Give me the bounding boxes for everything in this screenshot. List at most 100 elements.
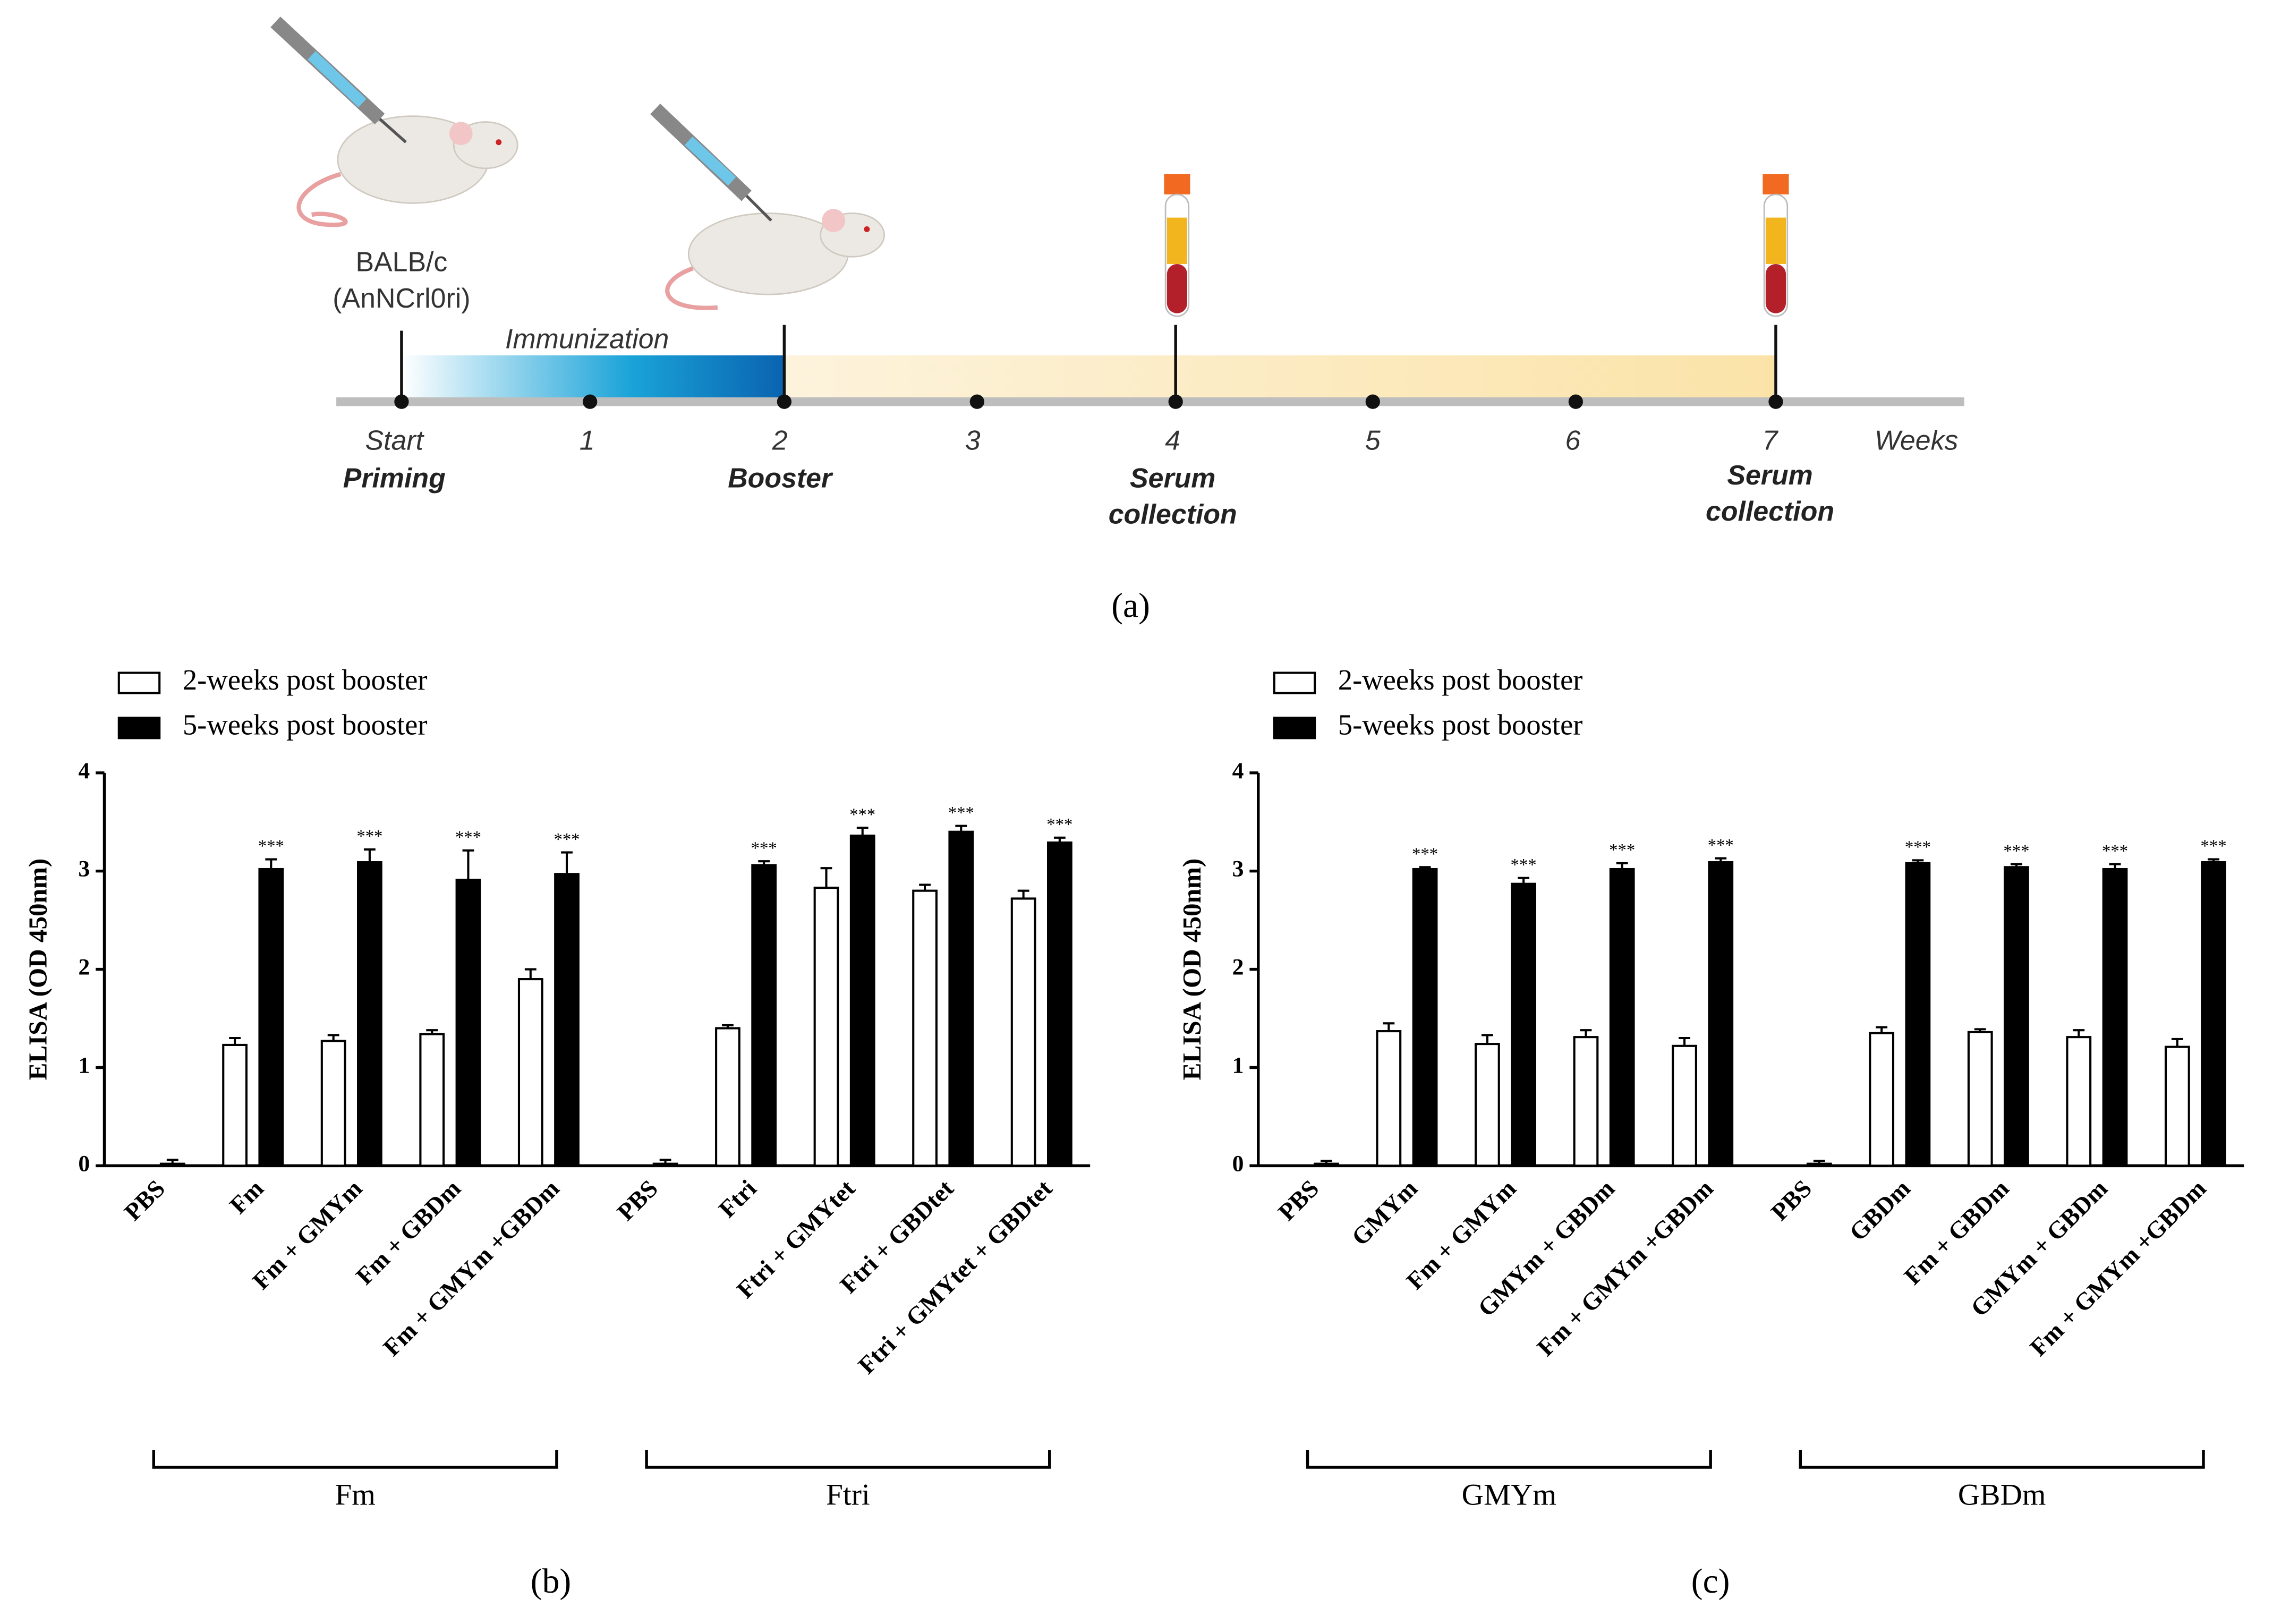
bar [1010, 897, 1036, 1167]
legend-swatch [1273, 717, 1316, 739]
event-label: Serum [1130, 462, 1215, 493]
bar [1806, 1162, 1832, 1167]
panel-label: (c) [1691, 1562, 1730, 1601]
event-label: Priming [343, 462, 446, 493]
x-tick-label: Fm [225, 1175, 269, 1219]
chart: 0 1 2 3 4 ELISA (OD 450nm) 2-weeks post booste… [23, 664, 1091, 1601]
y-axis-label: ELISA (OD 450nm) [23, 858, 53, 1081]
significance-label: *** [1609, 841, 1635, 860]
bar [2165, 1045, 2190, 1167]
legend-swatch [1273, 671, 1316, 694]
week-label: 1 [580, 424, 595, 455]
x-tick-label: PBS [612, 1175, 663, 1226]
panel-label: (b) [531, 1562, 571, 1601]
y-tick-label: 3 [78, 856, 90, 882]
bar [1869, 1032, 1895, 1167]
week-label: 2 [772, 424, 788, 455]
bar [849, 835, 875, 1167]
mouse-icon [296, 115, 518, 227]
group-label: Fm [335, 1478, 375, 1511]
x-tick-label: Ftri [714, 1175, 762, 1223]
significance-label: *** [751, 839, 777, 858]
bar [652, 1162, 678, 1167]
bar [1573, 1036, 1599, 1167]
bar [1967, 1031, 1993, 1167]
event-lines [400, 325, 1777, 402]
bar [1412, 868, 1438, 1167]
y-tick-label: 0 [1232, 1151, 1244, 1176]
blood-tube-icon [1763, 174, 1789, 317]
bar [1905, 862, 1931, 1167]
y-tick-label: 2 [1232, 955, 1244, 980]
bar [1672, 1044, 1697, 1167]
significance-label: *** [1905, 838, 1931, 857]
bar [2066, 1036, 2092, 1167]
week-label: Start [365, 424, 425, 455]
group-label: GMYm [1462, 1478, 1556, 1511]
y-tick-label: 3 [1232, 856, 1244, 882]
immunization-band [401, 355, 785, 402]
bar [159, 1162, 185, 1167]
event-label: collection [1706, 496, 1834, 526]
x-tick-label: Fm + GMYm +GBDm [2025, 1175, 2211, 1362]
significance-label: *** [2201, 837, 2227, 856]
significance-label: *** [258, 837, 284, 856]
bar [948, 830, 974, 1167]
significance-label: *** [455, 828, 481, 847]
group-bracket [1799, 1450, 2205, 1469]
bar [751, 864, 777, 1167]
bar [419, 1033, 445, 1167]
bar [357, 861, 382, 1167]
strain-label: BALB/c [355, 246, 447, 277]
bar [517, 978, 543, 1167]
bar [1314, 1162, 1339, 1167]
significance-label: *** [1412, 845, 1438, 864]
group-label: GBDm [1958, 1478, 2046, 1511]
blood-tube-icon [1164, 174, 1190, 317]
x-tick-label: PBS [120, 1175, 171, 1226]
bar [554, 873, 580, 1167]
bar [813, 887, 839, 1167]
x-tick-label: Fm + GMYm +GBDm [378, 1175, 565, 1362]
chart: 0 1 2 3 4 ELISA (OD 450nm) 2-weeks post booste… [1177, 664, 2244, 1601]
legend-label: 2-weeks post booster [1338, 664, 1583, 696]
bar [1376, 1030, 1402, 1167]
significance-label: *** [1046, 815, 1072, 835]
week-dots [394, 394, 1783, 409]
bar [258, 868, 284, 1167]
significance-label: *** [356, 827, 382, 846]
legend-label: 2-weeks post booster [183, 664, 428, 696]
panel-label: (a) [1111, 586, 1150, 625]
significance-label: *** [554, 830, 580, 849]
week-unit: Weeks [1875, 424, 1959, 455]
post-booster-band [784, 355, 1776, 402]
y-tick-label: 1 [1232, 1052, 1244, 1078]
bar [715, 1027, 740, 1167]
bar [2004, 866, 2029, 1167]
event-label: Serum [1727, 460, 1812, 490]
x-tick-label: GMYm [1347, 1175, 1423, 1252]
y-tick-label: 4 [1232, 758, 1244, 784]
week-label: 6 [1565, 424, 1580, 455]
bar [1609, 868, 1635, 1167]
legend-label: 5-weeks post booster [1338, 709, 1583, 741]
significance-label: *** [948, 803, 974, 822]
y-tick-label: 1 [78, 1052, 90, 1078]
event-label: Booster [728, 462, 833, 493]
x-tick-label: Ftri + GMYtet + GBDtet [853, 1175, 1058, 1379]
week-label: 4 [1165, 424, 1180, 455]
significance-label: *** [849, 805, 875, 824]
significance-label: *** [2003, 841, 2029, 861]
bar [2201, 861, 2226, 1167]
timeline: BALB/c (AnNCrl0ri) Immunization Start 1 … [270, 16, 1964, 625]
syringe-icon [650, 104, 772, 222]
event-label: collection [1109, 498, 1237, 529]
bar [1475, 1043, 1500, 1167]
week-label: 5 [1365, 424, 1381, 455]
y-tick-label: 0 [78, 1151, 90, 1176]
bar [1046, 841, 1072, 1167]
mouse-icon [665, 209, 886, 310]
x-tick-label: Fm + GMYm +GBDm [1532, 1175, 1718, 1362]
